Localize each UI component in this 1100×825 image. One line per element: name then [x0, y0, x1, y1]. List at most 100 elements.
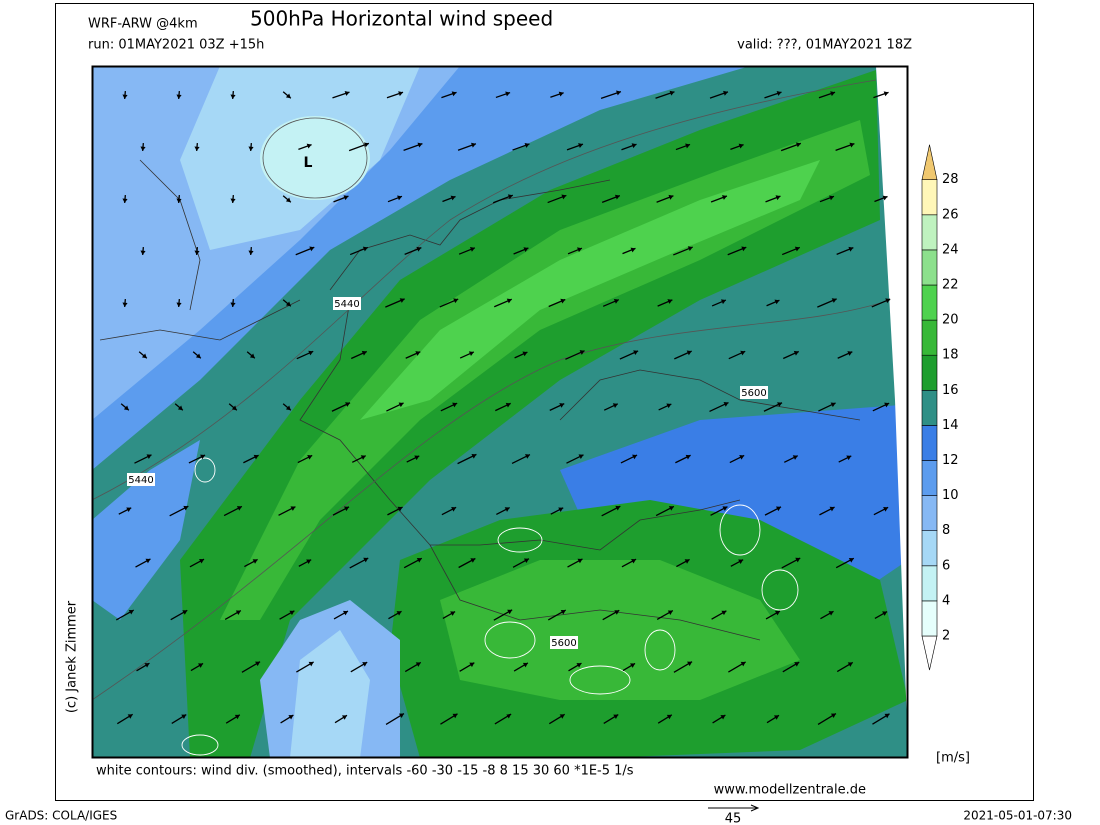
wind-arrow-head: [775, 195, 781, 201]
wind-arrow-head: [415, 351, 421, 356]
wind-arrow-head: [396, 611, 402, 616]
timestamp: 2021-05-01-07:30: [963, 809, 1072, 823]
wind-arrow-head: [285, 405, 291, 411]
divergence-contours: [181, 457, 799, 756]
colorbar-tick-label: 16: [942, 383, 959, 398]
wind-arrow-head: [666, 714, 672, 720]
colorbar-tick-label: 6: [942, 558, 950, 573]
outside: [876, 66, 908, 750]
wind-arrow-head: [200, 454, 206, 460]
colorbar-segment: [921, 179, 938, 216]
wind-arrow-head: [307, 455, 313, 460]
wind-arrow-head: [631, 558, 637, 564]
wind-arrow-head: [795, 557, 801, 563]
wind-arrow-head: [558, 91, 564, 97]
colorbar-segment: [921, 249, 938, 286]
wind-arrow-head: [668, 194, 674, 200]
wind-arrow-head: [506, 298, 512, 304]
wind-arrow-head: [846, 455, 852, 461]
colorbar-segment: [921, 214, 938, 251]
wind-arrow-head: [308, 350, 314, 356]
wind-arrow-head: [398, 402, 404, 408]
wind-arrow-head: [882, 611, 888, 616]
wind-arrow-head: [687, 661, 693, 667]
contour-label: 5600: [551, 638, 576, 649]
contour-label: 5440: [334, 299, 359, 310]
colorbar-segment: [921, 600, 938, 637]
wind-arrow-head: [127, 714, 133, 719]
contour-label: 5600: [741, 388, 766, 399]
wind-arrow-head: [144, 663, 150, 668]
borders: [99, 159, 861, 641]
wind-arrow-head: [613, 714, 619, 720]
wind-arrow-head: [560, 609, 566, 615]
wind-arrow-head: [198, 663, 204, 668]
wind-arrow-head: [829, 506, 835, 512]
wind-arrow-head: [828, 611, 834, 616]
wind-arrow-head: [831, 298, 837, 303]
wind-arrow-head: [182, 610, 188, 615]
wind-arrow-head: [230, 94, 236, 99]
wind-arrow-head: [452, 713, 458, 719]
colorbar-tick-label: 26: [942, 207, 959, 222]
wind-arrow-head: [194, 146, 200, 151]
colorbar-tick-label: 10: [942, 488, 959, 503]
wind-arrow-head: [793, 350, 799, 356]
wind-arrow-head: [578, 143, 583, 148]
wind-arrow-head: [230, 302, 236, 307]
colorbar-tick-label: 2: [942, 629, 950, 644]
wind-arrow-head: [306, 559, 312, 564]
wind-arrow-head: [686, 350, 692, 356]
wind-arrow-head: [684, 559, 690, 564]
wind-arrow-head: [146, 454, 152, 460]
colorbar-tick-label: 24: [942, 242, 959, 257]
wind-arrow-head: [451, 91, 457, 97]
wind-arrow-head: [306, 143, 312, 149]
wind-arrow-head: [738, 143, 744, 149]
wind-arrow-head: [847, 351, 853, 356]
colorbar-tick-label: 18: [942, 348, 959, 363]
wind-arrow-head: [234, 714, 240, 720]
wind-arrow-head: [723, 402, 729, 407]
wind-arrow-head: [194, 250, 200, 255]
wind-arrow-head: [285, 301, 291, 307]
wind-arrow-head: [398, 713, 404, 718]
wind-arrow-head: [469, 247, 475, 252]
wind-arrow-head: [249, 353, 255, 359]
wind-arrow-head: [141, 353, 147, 359]
wind-arrow-head: [616, 90, 621, 96]
wind-arrow-head: [741, 246, 747, 252]
colorbar-segment: [921, 565, 938, 602]
wind-arrow-head: [720, 715, 726, 720]
wind-arrow-head: [176, 198, 182, 203]
wind-arrow-head: [523, 247, 529, 252]
wind-arrow-head: [687, 246, 693, 252]
wind-arrow-head: [579, 350, 585, 355]
wind-arrow-head: [416, 246, 422, 252]
wind-arrow-head: [183, 505, 189, 511]
wind-arrow-head: [795, 142, 801, 148]
wind-arrow-head: [417, 142, 423, 148]
colorbar-tick-label: 22: [942, 278, 959, 293]
wind-arrow-head: [633, 350, 639, 356]
wind-arrow-head: [362, 246, 368, 252]
wind-arrow-head: [290, 506, 296, 511]
wind-arrow-head: [308, 661, 314, 667]
colorbar-segment: [921, 319, 938, 356]
wind-arrow-head: [849, 142, 855, 148]
wind-arrow-head: [882, 195, 888, 201]
wind-arrow-head: [452, 402, 458, 408]
colorbar-triangle: [921, 144, 938, 180]
reference-vector-head: [750, 804, 760, 812]
wind-arrow-head: [560, 298, 566, 304]
colorbar-tick-label: 12: [942, 453, 959, 468]
wind-arrow-head: [414, 455, 420, 461]
wind-arrow-head: [253, 454, 259, 460]
wind-arrow-head: [613, 298, 619, 304]
field: [360, 160, 820, 420]
wind-arrow-head: [612, 403, 618, 408]
wind-arrow-head: [195, 353, 201, 359]
field: [440, 560, 800, 700]
wind-arrow-head: [559, 714, 565, 719]
